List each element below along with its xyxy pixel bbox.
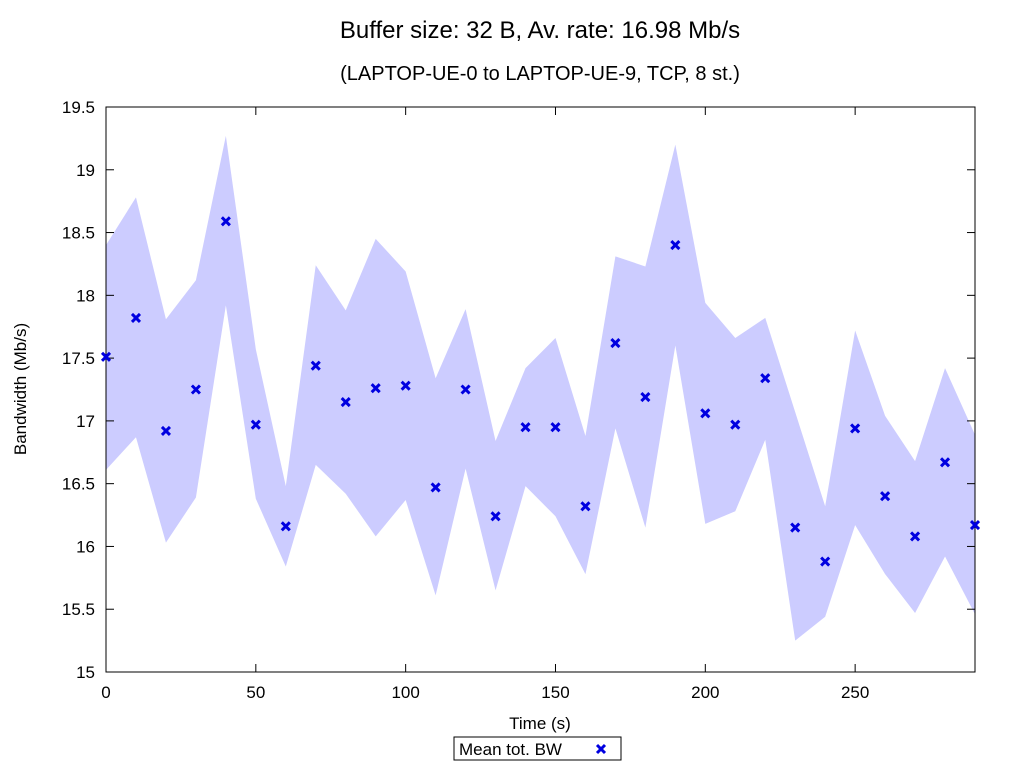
x-axis-label: Time (s) [509,714,571,733]
x-tick-label: 150 [541,683,569,702]
data-point [490,511,501,522]
legend-marker [595,743,607,755]
x-tick-label: 100 [391,683,419,702]
y-tick-label: 16.5 [62,475,95,494]
axis-ticks-layer: 0 50 100 150 200 250 15 15.5 16 16.5 17 17.5 18 18.5 1… [62,98,975,702]
data-point [640,391,651,403]
data-point [730,419,741,430]
data-point [820,556,831,567]
legend-label: Mean tot. BW [459,740,562,759]
data-point [880,491,891,502]
x-tick-label: 200 [691,683,719,702]
data-point [700,408,711,419]
data-point [939,457,951,468]
y-tick-label: 19.5 [62,98,95,117]
data-point [670,240,681,251]
data-point [760,373,771,384]
data-point [520,422,531,433]
confidence-band-layer [106,135,975,641]
data-point [250,419,261,430]
y-tick-label: 17.5 [62,349,95,368]
x-tick-label: 50 [246,683,265,702]
chart-title: Buffer size: 32 B, Av. rate: 16.98 Mb/s [340,17,740,44]
data-point [460,384,471,395]
y-tick-label: 17 [76,412,95,431]
y-tick-label: 16 [76,537,95,556]
y-tick-label: 15.5 [62,600,95,619]
data-point [130,312,142,323]
data-point [370,383,381,394]
data-point [190,384,201,395]
data-point [969,520,981,531]
legend-box [453,736,622,761]
data-point [100,351,112,362]
y-tick-label: 18.5 [62,224,95,243]
data-point [160,425,171,436]
y-tick-label: 18 [76,286,95,305]
data-point [610,337,621,349]
data-point [220,216,231,227]
data-point [340,396,351,408]
data-point [550,422,561,433]
data-point [400,380,411,391]
y-axis-label: Bandwidth (Mb/s) [11,323,30,455]
legend-x-marker [595,743,607,755]
data-point [850,423,861,434]
x-tick-label: 0 [101,683,110,702]
data-point [310,360,321,371]
data-points-layer [100,216,981,567]
legend: Mean tot. BW [453,736,622,761]
chart-subtitle: (LAPTOP-UE-0 to LAPTOP-UE-9, TCP, 8 st.) [340,63,740,85]
y-tick-label: 19 [76,161,95,180]
x-tick-label: 250 [841,683,869,702]
data-point [910,531,921,542]
confidence-band [106,135,975,641]
data-point [580,501,591,512]
data-point [280,521,291,532]
y-tick-label: 15 [76,663,95,682]
plot-frame [105,106,976,673]
data-point [790,522,801,533]
data-point [430,482,441,493]
